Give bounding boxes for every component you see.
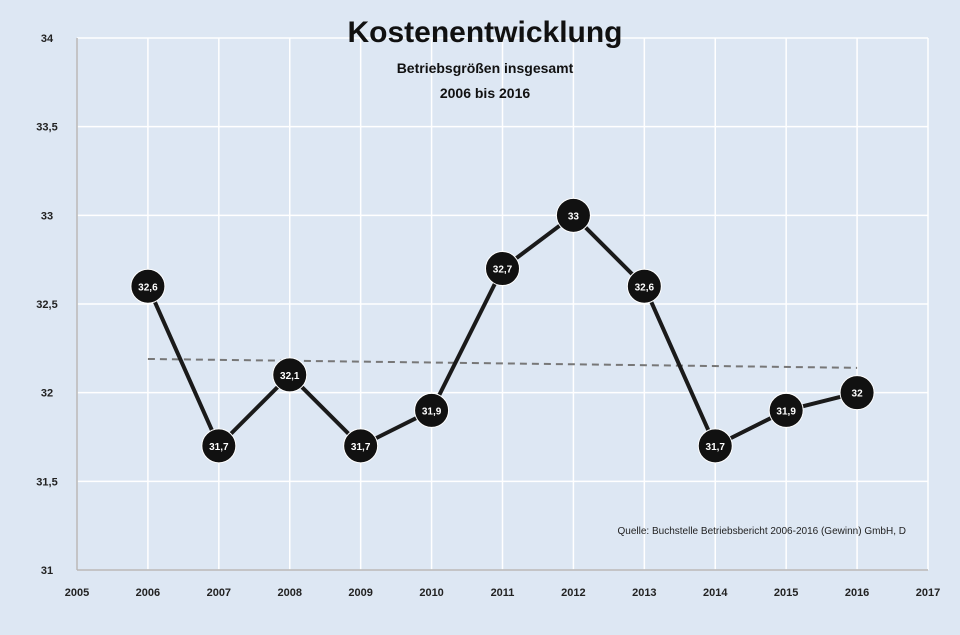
trend-line-layer bbox=[147, 357, 858, 369]
data-point bbox=[485, 251, 520, 287]
data-label: 32,7 bbox=[493, 265, 513, 276]
y-tick-label: 31 bbox=[41, 565, 53, 577]
data-label: 31,7 bbox=[706, 442, 726, 453]
data-label: 32,6 bbox=[635, 282, 655, 293]
x-tick-label: 2010 bbox=[419, 587, 443, 599]
trend-line bbox=[147, 357, 858, 369]
chart-title: Kostenentwicklung bbox=[347, 16, 622, 49]
x-tick-label: 2011 bbox=[491, 587, 515, 599]
x-tick-label: 2017 bbox=[916, 587, 940, 599]
data-point bbox=[697, 428, 733, 464]
data-point bbox=[839, 375, 875, 411]
markers-layer: 32,6 31,7 32,1 31,7 31,9 32,7 33 32,6 31,7 31,9 32 bbox=[130, 197, 875, 464]
data-label: 32 bbox=[852, 389, 864, 400]
x-tick-label: 2014 bbox=[703, 587, 728, 599]
y-tick-label: 31,5 bbox=[36, 476, 57, 488]
source-annotation: Quelle: Buchstelle Betriebsbericht 2006-… bbox=[618, 526, 906, 537]
y-tick-label: 32 bbox=[41, 388, 53, 400]
y-tick-label: 32,5 bbox=[36, 299, 57, 311]
x-tick-label: 2008 bbox=[278, 587, 302, 599]
y-tick-label: 33 bbox=[41, 210, 53, 222]
x-tick-label: 2006 bbox=[136, 587, 160, 599]
data-point bbox=[343, 428, 379, 464]
x-tick-label: 2012 bbox=[561, 587, 585, 599]
grid bbox=[76, 37, 929, 571]
data-point bbox=[414, 392, 450, 428]
data-label: 31,7 bbox=[209, 442, 229, 453]
data-point bbox=[130, 268, 166, 304]
data-point bbox=[768, 392, 804, 428]
y-tick-label: 33,5 bbox=[36, 122, 57, 134]
data-label: 32,6 bbox=[138, 282, 158, 293]
data-label: 31,9 bbox=[422, 406, 442, 417]
x-tick-label: 2013 bbox=[632, 587, 656, 599]
x-tick-label: 2015 bbox=[774, 587, 798, 599]
data-label: 31,7 bbox=[351, 442, 371, 453]
x-tick-label: 2016 bbox=[845, 587, 869, 599]
data-label: 32,1 bbox=[280, 371, 300, 382]
data-point bbox=[626, 268, 662, 304]
x-tick-label: 2009 bbox=[348, 587, 372, 599]
data-label: 31,9 bbox=[776, 406, 796, 417]
chart-subtitle-line2: 2006 bis 2016 bbox=[440, 85, 531, 101]
axes: 2005 2006 2007 2008 2009 2010 2011 2012 2013 2014… bbox=[36, 33, 940, 599]
data-label: 33 bbox=[568, 211, 580, 222]
chart-subtitle-line1: Betriebsgrößen insgesamt bbox=[397, 60, 574, 76]
x-tick-label: 2005 bbox=[65, 587, 89, 599]
data-point bbox=[555, 197, 591, 233]
data-point bbox=[272, 357, 308, 393]
y-tick-label: 34 bbox=[41, 33, 54, 45]
x-tick-label: 2007 bbox=[207, 587, 231, 599]
data-point bbox=[201, 428, 237, 464]
